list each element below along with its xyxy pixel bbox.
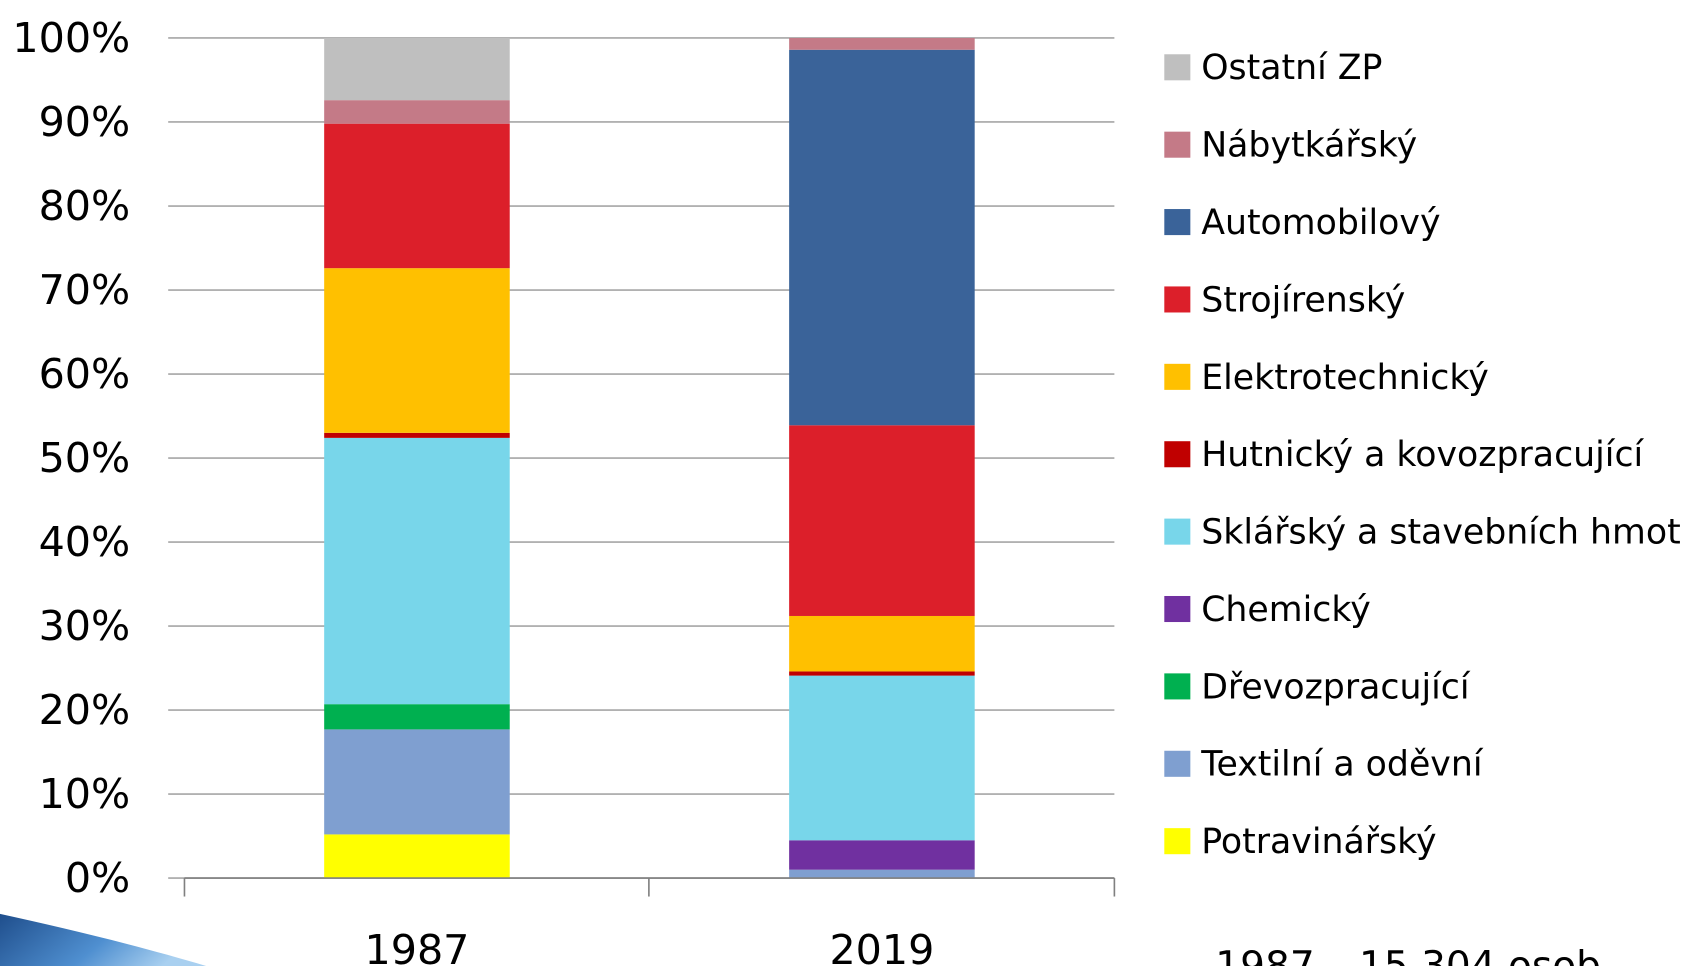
legend-label: Potravinářský bbox=[1201, 822, 1436, 862]
bar-segment bbox=[789, 37, 975, 50]
legend-swatch bbox=[1164, 209, 1191, 236]
y-tick-label: 0% bbox=[65, 854, 130, 902]
y-tick-label: 10% bbox=[39, 770, 131, 818]
legend-label: Nábytkářský bbox=[1201, 126, 1417, 166]
y-tick-label: 60% bbox=[39, 350, 131, 398]
legend-swatch bbox=[1164, 286, 1191, 313]
x-tick-label: 1987 bbox=[365, 926, 470, 966]
x-tick-label: 2019 bbox=[829, 926, 934, 966]
note: 1987 – 15 304 osob bbox=[1215, 944, 1601, 966]
bar-segment bbox=[324, 729, 510, 835]
decoration bbox=[0, 913, 207, 966]
legend-label: Sklářský a stavebních hmot bbox=[1201, 513, 1681, 553]
bar-segment bbox=[789, 615, 975, 672]
bar-segment bbox=[789, 425, 975, 616]
y-tick-label: 20% bbox=[39, 686, 131, 734]
legend-swatch bbox=[1164, 828, 1191, 855]
y-tick-label: 100% bbox=[12, 14, 130, 62]
y-tick-label: 90% bbox=[39, 98, 131, 146]
y-tick-label: 70% bbox=[39, 266, 131, 314]
y-tick-label: 40% bbox=[39, 518, 131, 566]
legend-label: Elektrotechnický bbox=[1201, 358, 1489, 398]
y-tick-label: 80% bbox=[39, 182, 131, 230]
bar-segment bbox=[789, 671, 975, 676]
legend-label: Chemický bbox=[1201, 590, 1371, 630]
legend-label: Strojírenský bbox=[1201, 280, 1405, 320]
legend-swatch bbox=[1164, 673, 1191, 700]
bar-segment bbox=[324, 123, 510, 269]
legend-label: Hutnický a kovozpracující bbox=[1201, 435, 1644, 475]
legend-swatch bbox=[1164, 441, 1191, 468]
legend-swatch bbox=[1164, 54, 1191, 81]
bar-segment bbox=[324, 834, 510, 879]
y-tick-label: 30% bbox=[39, 602, 131, 650]
bar-segment bbox=[324, 268, 510, 433]
legend-label: Dřevozpracující bbox=[1201, 667, 1471, 707]
bar-segment bbox=[324, 704, 510, 730]
legend-swatch bbox=[1164, 518, 1191, 545]
legend-swatch bbox=[1164, 750, 1191, 777]
bar-segment bbox=[324, 37, 510, 101]
bar-segment bbox=[789, 840, 975, 870]
legend-swatch bbox=[1164, 131, 1191, 158]
bar-segment bbox=[324, 437, 510, 705]
legend-swatch bbox=[1164, 595, 1191, 623]
legend-swatch bbox=[1164, 363, 1191, 390]
y-tick-label: 50% bbox=[39, 434, 131, 482]
legend-label: Automobilový bbox=[1201, 203, 1440, 243]
legend-label: Textilní a oděvní bbox=[1200, 745, 1484, 785]
bar-segment bbox=[324, 432, 510, 438]
bar-segment bbox=[789, 869, 975, 879]
bar-segment bbox=[789, 675, 975, 841]
bar-segment bbox=[789, 49, 975, 426]
legend-label: Ostatní ZP bbox=[1201, 48, 1382, 88]
bar-segment bbox=[324, 100, 510, 124]
